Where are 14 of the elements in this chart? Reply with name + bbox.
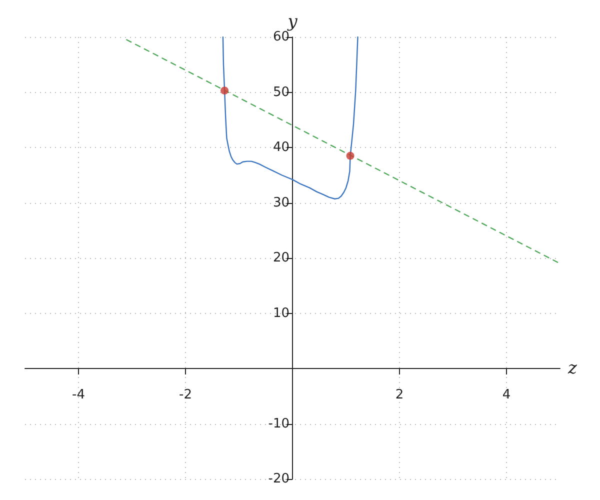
y-tick-label: 50	[272, 84, 290, 100]
y-tick-label: 30	[272, 195, 290, 210]
y-tick-label: 10	[272, 306, 290, 321]
x-axis-title: z	[567, 358, 578, 378]
x-tick-label: -4	[72, 388, 85, 402]
y-tick-label: 20	[272, 250, 290, 266]
x-tick-label: -2	[179, 388, 192, 402]
y-tick-label: -20	[268, 472, 290, 486]
y-tick-label: 60	[272, 30, 290, 44]
y-axis-title: y	[286, 12, 298, 32]
x-tick-label: 2	[395, 388, 404, 402]
y-tick-label: -10	[268, 416, 290, 432]
y-tick-label: 40	[272, 140, 290, 155]
x-tick-label: 4	[502, 388, 511, 402]
